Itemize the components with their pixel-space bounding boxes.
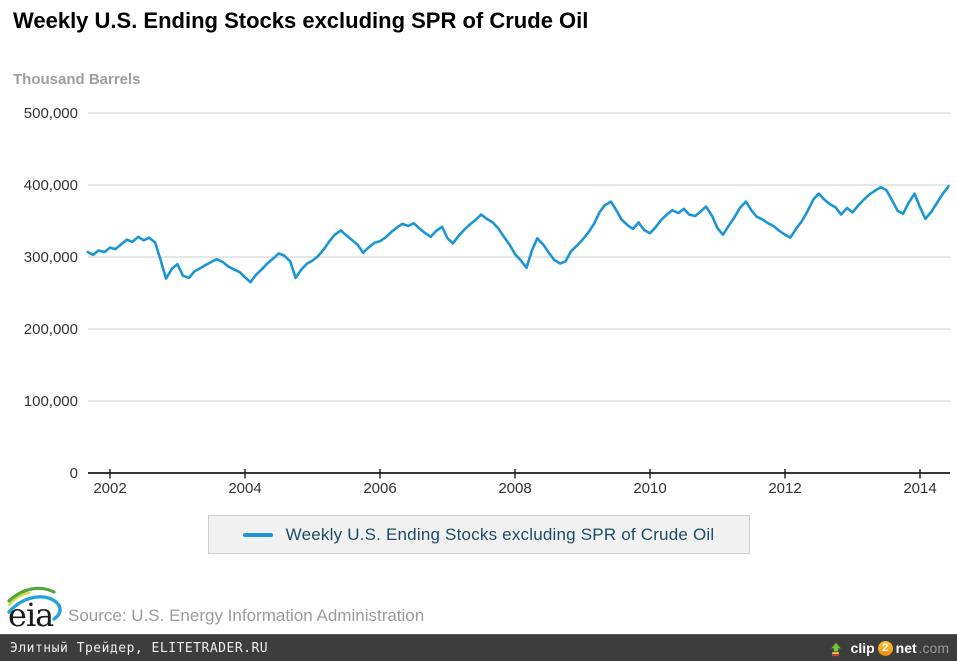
eia-yellow-swoosh bbox=[7, 591, 31, 607]
x-tick-label: 2010 bbox=[633, 480, 666, 497]
legend-line-swatch bbox=[242, 532, 273, 537]
legend-label: Weekly U.S. Ending Stocks excluding SPR … bbox=[285, 524, 715, 544]
footer-bar: Элитный Трейдер, ELITETRADER.RU clip 2 n… bbox=[0, 634, 957, 661]
x-tick-label: 2006 bbox=[363, 480, 396, 497]
y-tick-label: 100,000 bbox=[24, 393, 78, 410]
eia-blue-swoosh bbox=[7, 595, 62, 621]
y-tick-label: 500,000 bbox=[24, 105, 78, 122]
clip2net-prefix: clip bbox=[850, 640, 875, 656]
chart-title: Weekly U.S. Ending Stocks excluding SPR … bbox=[13, 8, 589, 33]
svg-text:eia: eia bbox=[8, 596, 54, 632]
clip2net-arrow-icon bbox=[829, 641, 842, 656]
x-tick-label: 2002 bbox=[93, 480, 126, 497]
y-tick-label: 300,000 bbox=[24, 249, 78, 266]
legend: Weekly U.S. Ending Stocks excluding SPR … bbox=[207, 515, 750, 554]
eia-green-swoosh bbox=[7, 586, 56, 603]
y-axis-title: Thousand Barrels bbox=[13, 71, 141, 88]
source-text: Source: U.S. Energy Information Administ… bbox=[68, 606, 425, 625]
clip2net-tld: .com bbox=[918, 640, 949, 656]
eia-logo: eia bbox=[7, 586, 62, 632]
clip2net-digit: 2 bbox=[877, 640, 893, 656]
y-tick-label: 200,000 bbox=[24, 321, 78, 338]
x-tick-label: 2014 bbox=[903, 480, 936, 497]
y-tick-label: 400,000 bbox=[24, 177, 78, 194]
line-chart: 0 100,000 200,000 300,000 400,000 500,000 2002… bbox=[24, 105, 950, 497]
data-series-line bbox=[86, 185, 950, 284]
y-tick-label: 0 bbox=[70, 465, 78, 482]
x-tick-label: 2008 bbox=[498, 480, 531, 497]
clip2net-logo: clip 2 net .com bbox=[828, 640, 949, 657]
x-tick-label: 2004 bbox=[228, 480, 261, 497]
clip2net-suffix: net bbox=[895, 640, 917, 656]
x-tick-label: 2012 bbox=[768, 480, 801, 497]
watermark-text: Элитный Трейдер, ELITETRADER.RU bbox=[10, 640, 269, 656]
